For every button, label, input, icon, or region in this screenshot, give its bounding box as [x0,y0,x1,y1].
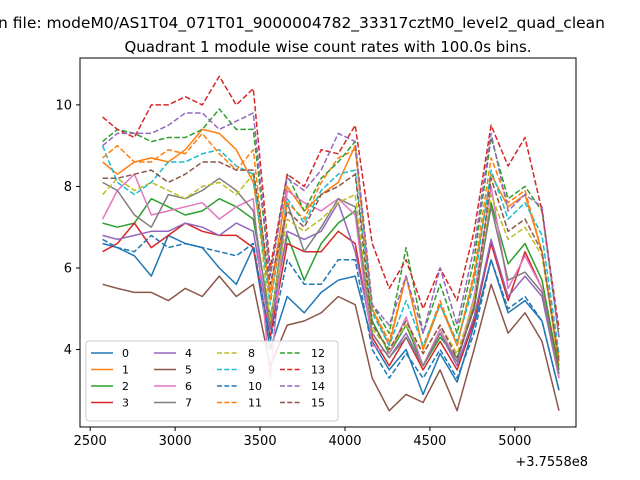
series-line-14 [102,112,560,338]
x-tick-label: 3500 [244,434,277,449]
series-line-15 [102,161,560,362]
series-line-12 [102,108,560,338]
legend-label-15: 15 [311,397,325,410]
legend-label-11: 11 [248,397,262,410]
x-offset-text: +3.7558e8 [515,455,588,470]
legend-label-12: 12 [311,347,325,360]
x-tick-label: 3000 [159,434,192,449]
legend-label-2: 2 [122,380,129,393]
legend-label-3: 3 [122,397,129,410]
series-line-0 [102,234,560,396]
legend-label-9: 9 [248,364,255,377]
legend-label-13: 13 [311,364,325,377]
y-tick-label: 8 [64,180,72,195]
series-line-5 [102,275,560,412]
legend-label-7: 7 [185,397,192,410]
chart-title: Quadrant 1 module wise count rates with … [124,38,531,56]
series-line-7 [102,177,560,375]
legend-box [85,340,339,422]
series-lines [101,75,560,412]
x-tick-label: 2500 [74,434,107,449]
y-tick-label: 4 [64,343,72,358]
y-tick-label: 10 [55,98,72,113]
series-line-3 [102,222,560,375]
figure-suptitle: n file: modeM0/AS1T04_071T01_9000004782_… [0,14,605,33]
legend-label-10: 10 [248,380,262,393]
x-tick-label: 4000 [328,434,361,449]
x-tick-label: 5000 [498,434,531,449]
legend-label-4: 4 [185,347,192,360]
x-tick-label: 4500 [413,434,446,449]
series-line-4 [102,201,560,379]
series-line-10 [102,234,560,391]
legend-label-14: 14 [311,380,325,393]
legend-label-0: 0 [122,347,129,360]
legend-label-8: 8 [248,347,255,360]
legend-label-5: 5 [185,364,192,377]
series-line-9 [101,145,560,354]
legend-label-1: 1 [122,364,129,377]
legend-label-6: 6 [185,380,192,393]
y-tick-label: 6 [64,261,72,276]
plot-frame [79,57,577,428]
